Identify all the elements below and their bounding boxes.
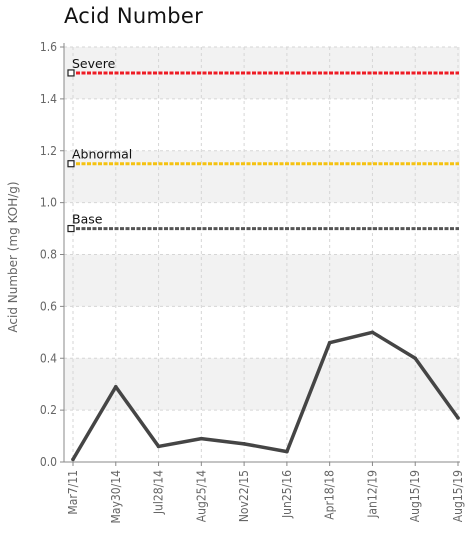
x-tick-label: Nov22/15 [237, 470, 251, 522]
plot-band [64, 358, 460, 411]
series-layer [71, 330, 460, 462]
x-tick-label: Jan12/19 [365, 470, 379, 519]
data-point [242, 442, 246, 446]
x-tick-label: Aug15/19 [451, 470, 465, 522]
x-tick-label: Aug25/14 [194, 470, 208, 522]
plot-band [64, 150, 460, 203]
data-point [113, 384, 118, 389]
y-tick-label: 0.0 [40, 455, 57, 469]
x-tick-label: May30/14 [109, 470, 123, 524]
data-point [156, 444, 161, 449]
y-tick-label: 1.2 [40, 144, 57, 158]
plot-bands [64, 47, 460, 411]
plot-band [64, 47, 460, 99]
reference-marker-abnormal [67, 160, 75, 168]
data-point [370, 330, 375, 335]
data-point [327, 340, 332, 345]
y-tick-label: 1.0 [40, 196, 57, 210]
data-point [456, 416, 460, 420]
reference-label-abnormal: Abnormal [72, 147, 132, 162]
y-tick-label: 0.6 [40, 299, 57, 313]
data-point [199, 436, 204, 441]
data-point [71, 457, 75, 462]
reference-lines: Severe Abnormal Base [67, 56, 459, 233]
grid-lines [64, 46, 460, 462]
reference-marker-severe [67, 69, 75, 77]
y-tick-label: 0.4 [40, 351, 57, 365]
series-line [71, 330, 460, 462]
data-point [413, 356, 418, 361]
plot-band [64, 254, 460, 307]
y-tick-label: 1.4 [40, 92, 57, 106]
x-tick-label: Jun25/16 [280, 470, 294, 519]
y-axis-title: Acid Number (mg KOH/g) [6, 181, 20, 332]
x-tick-label: Mar7/11 [66, 470, 80, 515]
reference-label-base: Base [72, 212, 103, 227]
axes [60, 43, 460, 466]
x-tick-label: Jul28/14 [152, 470, 166, 515]
y-tick-label: 1.6 [40, 40, 57, 54]
reference-marker-base [67, 224, 75, 233]
reference-label-severe: Severe [72, 56, 116, 71]
y-tick-labels: 0.0 0.2 0.4 0.6 0.8 1.0 1.2 1.4 1.6 [40, 40, 57, 469]
y-tick-label: 0.8 [40, 248, 57, 262]
x-tick-label: Apr18/18 [323, 470, 337, 520]
x-tick-labels: Mar7/11 May30/14 Jul28/14 Aug25/14 Nov22/15 J… [66, 470, 465, 524]
chart-title: Acid Number [64, 4, 204, 28]
data-point [285, 449, 289, 454]
x-tick-label: Aug15/19 [408, 470, 422, 522]
y-tick-label: 0.2 [40, 403, 57, 417]
